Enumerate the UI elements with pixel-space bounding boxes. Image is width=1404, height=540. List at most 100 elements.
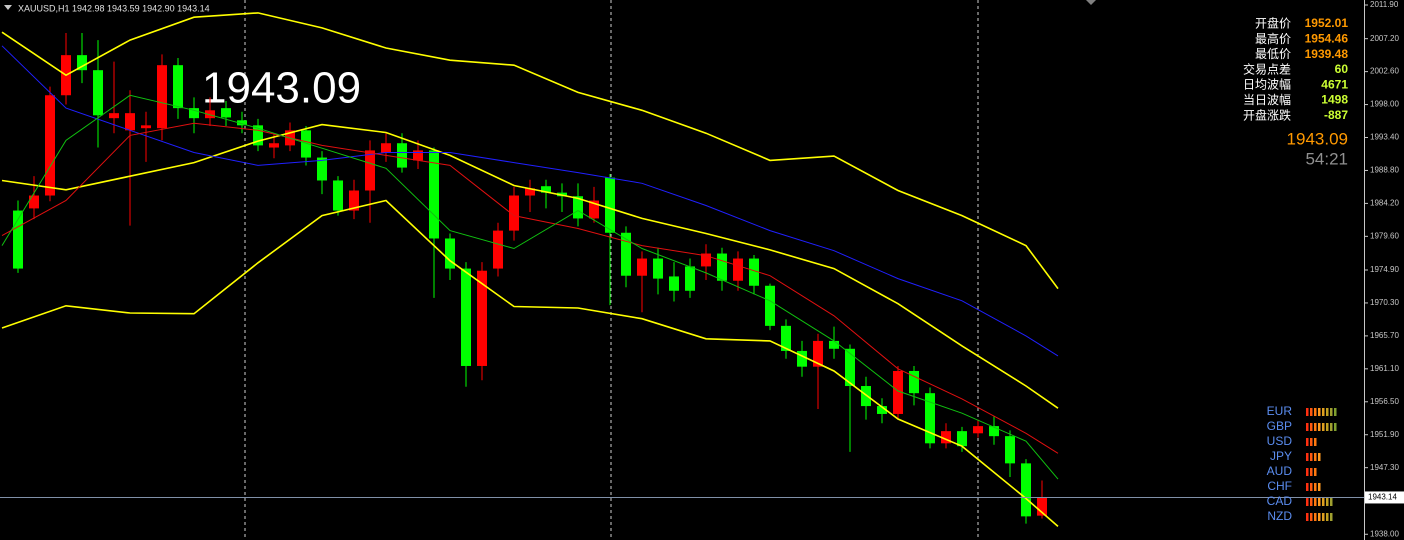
y-tick-label: 2002.60 bbox=[1370, 67, 1399, 76]
info-value: 60 bbox=[1335, 62, 1349, 76]
candle-body bbox=[573, 196, 583, 219]
strength-bar bbox=[1330, 408, 1333, 416]
indicator-line bbox=[1, 199, 1059, 528]
candle-body bbox=[301, 130, 311, 158]
strength-bar bbox=[1314, 468, 1317, 476]
candle-body bbox=[701, 253, 711, 267]
strength-bar bbox=[1334, 423, 1337, 431]
candle-body bbox=[381, 143, 391, 153]
strength-bar bbox=[1306, 423, 1309, 431]
candle-body bbox=[941, 431, 951, 444]
candle-body bbox=[269, 143, 279, 148]
indicator-line bbox=[1, 45, 1059, 357]
strength-meter bbox=[1306, 453, 1321, 461]
strength-bar bbox=[1318, 513, 1321, 521]
strength-bar bbox=[1334, 408, 1337, 416]
y-tick-label: 1961.10 bbox=[1370, 364, 1399, 373]
symbol-header: XAUUSD,H1 1942.98 1943.59 1942.90 1943.1… bbox=[18, 3, 210, 13]
y-tick-label: 1988.80 bbox=[1370, 166, 1399, 175]
strength-bar bbox=[1322, 513, 1325, 521]
y-tick-label: 1979.60 bbox=[1370, 231, 1399, 240]
candle-body bbox=[765, 285, 775, 326]
candle-body bbox=[973, 426, 983, 434]
info-label: 开盘涨跌 bbox=[1243, 107, 1291, 122]
candle-body bbox=[605, 177, 615, 233]
candle-body bbox=[877, 406, 887, 414]
last-price: 1943.09 bbox=[1287, 129, 1348, 148]
strength-bar bbox=[1306, 468, 1309, 476]
candle-body bbox=[253, 125, 263, 146]
y-tick-label: 2007.20 bbox=[1370, 34, 1399, 43]
candle-body bbox=[317, 157, 327, 181]
strength-bar bbox=[1330, 513, 1333, 521]
info-label: 日均波幅 bbox=[1243, 77, 1291, 92]
strength-meter bbox=[1306, 438, 1317, 446]
candle-body bbox=[957, 431, 967, 447]
candle-body bbox=[989, 426, 999, 437]
info-value: 1952.01 bbox=[1305, 16, 1349, 30]
candle-body bbox=[637, 258, 647, 276]
currency-label: JPY bbox=[1270, 449, 1292, 463]
candle-body bbox=[13, 210, 23, 269]
y-tick-label: 1947.30 bbox=[1370, 463, 1399, 472]
strength-bar bbox=[1326, 408, 1329, 416]
candle-body bbox=[733, 258, 743, 281]
candle-body bbox=[397, 143, 407, 168]
strength-meter bbox=[1306, 408, 1337, 416]
candle-body bbox=[541, 186, 551, 193]
candle-body bbox=[141, 125, 151, 129]
currency-label: CAD bbox=[1267, 494, 1293, 508]
big-price: 1943.09 bbox=[202, 64, 361, 113]
currency-label: USD bbox=[1267, 434, 1293, 448]
strength-bar bbox=[1318, 498, 1321, 506]
candle-body bbox=[237, 120, 247, 126]
y-tick-label: 1974.90 bbox=[1370, 265, 1399, 274]
strength-bar bbox=[1306, 498, 1309, 506]
candle-body bbox=[413, 150, 423, 161]
candle-body bbox=[365, 150, 375, 191]
strength-bar bbox=[1310, 438, 1313, 446]
strength-bar bbox=[1322, 423, 1325, 431]
menu-icon[interactable] bbox=[4, 5, 12, 10]
strength-meter bbox=[1306, 468, 1317, 476]
candle-body bbox=[1037, 497, 1047, 516]
info-label: 最低价 bbox=[1255, 47, 1291, 61]
y-tick-label: 1998.00 bbox=[1370, 100, 1399, 109]
y-tick-label: 1965.70 bbox=[1370, 331, 1399, 340]
strength-bar bbox=[1310, 423, 1313, 431]
candle-body bbox=[1021, 463, 1031, 517]
candle-body bbox=[429, 150, 439, 239]
info-value: 1939.48 bbox=[1305, 47, 1349, 61]
current-price-box bbox=[1365, 491, 1404, 504]
candle-body bbox=[157, 65, 167, 129]
candle-body bbox=[749, 258, 759, 286]
candle-body bbox=[509, 195, 519, 231]
candle-body bbox=[893, 370, 903, 414]
strength-bar bbox=[1306, 483, 1309, 491]
candle-body bbox=[77, 55, 87, 71]
strength-bar bbox=[1318, 423, 1321, 431]
currency-label: EUR bbox=[1267, 404, 1293, 418]
strength-bar bbox=[1310, 408, 1313, 416]
info-label: 交易点差 bbox=[1243, 61, 1291, 76]
strength-bar bbox=[1310, 498, 1313, 506]
candle-body bbox=[109, 113, 119, 119]
info-label: 最高价 bbox=[1255, 31, 1291, 46]
strength-bar bbox=[1314, 513, 1317, 521]
strength-bar bbox=[1322, 408, 1325, 416]
indicator-line bbox=[1, 123, 1059, 409]
candle-body bbox=[333, 180, 343, 211]
y-tick-label: 1956.50 bbox=[1370, 397, 1399, 406]
strength-bar bbox=[1318, 453, 1321, 461]
y-tick-label: 1970.30 bbox=[1370, 298, 1399, 307]
candle-body bbox=[653, 258, 663, 279]
candle-body bbox=[45, 95, 55, 196]
info-label: 当日波幅 bbox=[1243, 92, 1291, 107]
indicator-line bbox=[1, 122, 1059, 454]
strength-bar bbox=[1310, 513, 1313, 521]
candle-body bbox=[1005, 436, 1015, 464]
strength-bar bbox=[1314, 438, 1317, 446]
strength-bar bbox=[1314, 498, 1317, 506]
